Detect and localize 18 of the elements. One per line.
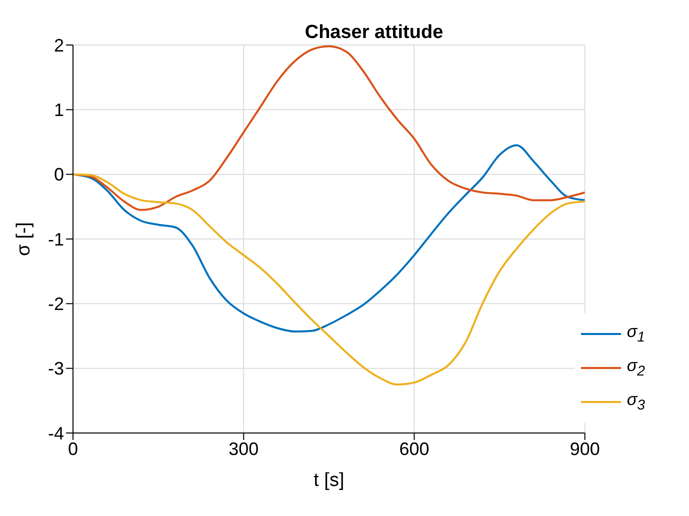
x-tick-label: 300 <box>228 438 259 459</box>
y-tick-label: -3 <box>48 358 64 379</box>
line-series <box>73 173 585 386</box>
y-tick-label: 1 <box>54 100 64 120</box>
legend-label: σ$_{2}$ <box>626 356 645 380</box>
x-axis-title: t [s] <box>314 470 344 491</box>
y-tick-label: -1 <box>48 229 64 250</box>
x-tick-label: 900 <box>570 438 600 459</box>
y-tick-label: -4 <box>48 423 64 444</box>
y-tick-label: 0 <box>54 164 64 185</box>
legend-label: σ$_{3}$ <box>626 390 645 414</box>
y-axis-title: σ [-] <box>14 222 35 256</box>
y-tick-label: -2 <box>48 294 64 314</box>
legend-label: σ$_{1}$ <box>626 322 645 346</box>
chart-title: Chaser attitude <box>304 22 444 43</box>
x-tick-label: 600 <box>399 438 430 459</box>
y-tick-label: 2 <box>54 35 64 56</box>
x-tick-label: 0 <box>68 438 78 459</box>
